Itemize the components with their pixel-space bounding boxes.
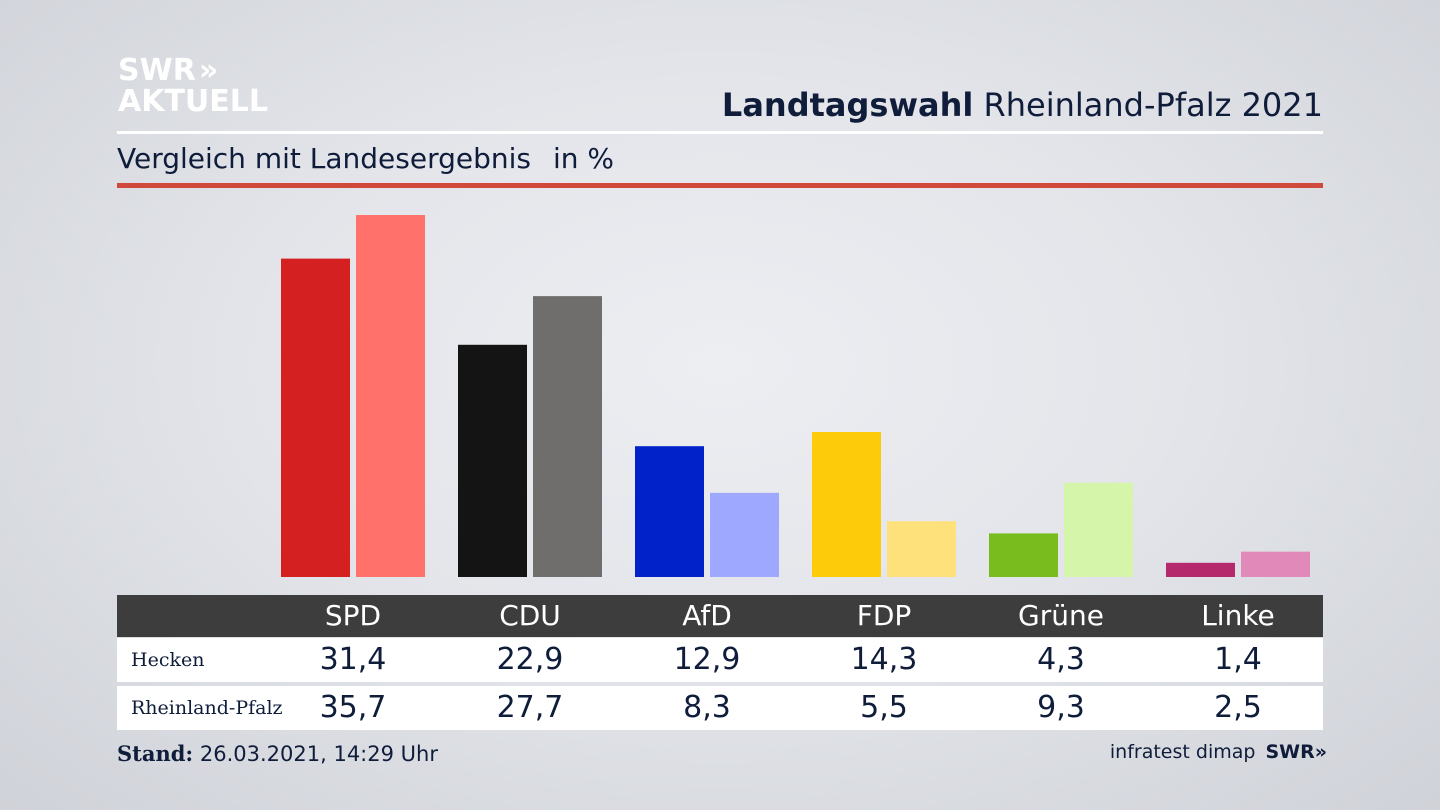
value-cell-spd: 35,7 — [319, 690, 387, 725]
value-cell-gruene: 9,3 — [1037, 690, 1085, 725]
value-cell-cdu: 22,9 — [496, 642, 564, 677]
party-label-cdu: CDU — [499, 599, 561, 632]
table-row-hecken: Hecken 31,4 22,9 12,9 14,3 4,3 1,4 — [117, 638, 1323, 682]
bar-afd-hecken — [635, 446, 704, 577]
subtitle-text: Vergleich mit Landesergebnis — [117, 142, 531, 175]
unit-label: in % — [552, 142, 615, 175]
value-cell-fdp: 5,5 — [860, 690, 908, 725]
title-rest: Rheinland-Pfalz 2021 — [983, 86, 1323, 124]
logo-swr-text: SWR — [118, 53, 196, 88]
value-cell-linke: 2,5 — [1214, 690, 1262, 725]
bar-afd-land — [710, 492, 779, 577]
value-cell-afd: 8,3 — [683, 690, 731, 725]
swr-footer-text: SWR — [1265, 741, 1315, 763]
bar-gruene-hecken — [989, 533, 1058, 577]
bar-chart — [281, 215, 1310, 577]
party-label-fdp: FDP — [856, 599, 912, 632]
party-label-linke: Linke — [1201, 599, 1275, 632]
bar-cdu-land — [533, 296, 602, 577]
value-cell-fdp: 14,3 — [850, 642, 918, 677]
value-cell-gruene: 4,3 — [1037, 642, 1085, 677]
party-label-afd: AfD — [682, 599, 732, 632]
accent-divider — [117, 183, 1323, 188]
value-cell-linke: 1,4 — [1214, 642, 1262, 677]
swr-footer-logo: SWR» — [1265, 741, 1327, 763]
bar-linke-hecken — [1166, 562, 1235, 577]
bar-linke-land — [1241, 551, 1310, 577]
title-bold: Landtagswahl — [721, 86, 974, 124]
party-label-spd: SPD — [324, 599, 382, 632]
party-label-gruene: Grüne — [1018, 599, 1104, 632]
bar-fdp-land — [887, 521, 956, 577]
title-divider — [117, 131, 1323, 134]
value-cell-cdu: 27,7 — [496, 690, 564, 725]
value-cell-spd: 31,4 — [319, 642, 387, 677]
row-label: Rheinland-Pfalz — [131, 697, 283, 719]
chart-subtitle: Vergleich mit Landesergebnis in % — [117, 142, 614, 175]
table-header: SPD CDU AfD FDP Grüne Linke — [117, 595, 1323, 637]
value-cell-afd: 12,9 — [673, 642, 741, 677]
swr-arrows-icon: » — [1314, 741, 1327, 763]
source-text: infratest dimap — [1109, 741, 1256, 763]
timestamp: Stand: 26.03.2021, 14:29 Uhr — [117, 741, 438, 766]
source-credit: infratest dimap SWR» — [1109, 741, 1327, 763]
stand-label: Stand: — [117, 741, 194, 766]
stand-value: 26.03.2021, 14:29 Uhr — [199, 742, 438, 766]
bar-cdu-hecken — [458, 344, 527, 577]
bar-spd-land — [356, 215, 425, 577]
logo-aktuell-text: AKTUELL — [118, 84, 269, 119]
bar-fdp-hecken — [812, 431, 881, 577]
swr-aktuell-logo: SWR» AKTUELL — [118, 55, 268, 117]
bar-spd-hecken — [281, 258, 350, 577]
table-row-rheinland-pfalz: Rheinland-Pfalz 35,7 27,7 8,3 5,5 9,3 2,5 — [117, 686, 1323, 730]
page-title: Landtagswahl Rheinland-Pfalz 2021 — [722, 86, 1323, 124]
bar-gruene-land — [1064, 482, 1133, 577]
row-label: Hecken — [131, 649, 205, 671]
